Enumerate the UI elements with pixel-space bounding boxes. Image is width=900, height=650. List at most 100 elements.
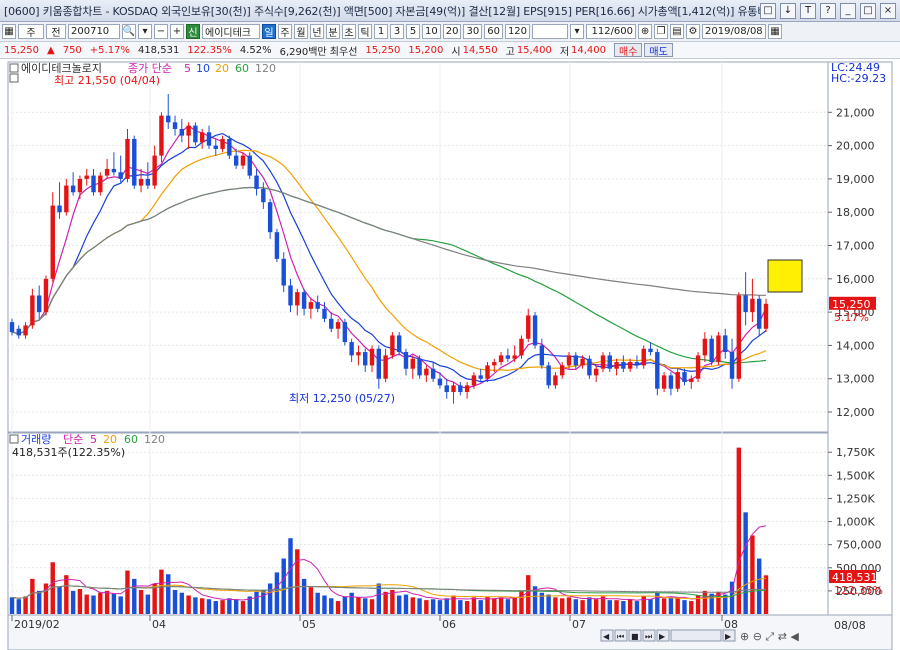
- candle-body: [213, 145, 218, 149]
- highlight-box[interactable]: [767, 259, 803, 293]
- open-label: 시: [451, 46, 461, 58]
- volume-bar: [186, 595, 191, 614]
- volume-bar: [281, 558, 286, 614]
- volume-bar: [655, 592, 660, 614]
- stock-name-field[interactable]: 에이디테크: [202, 24, 260, 39]
- change-arrow-icon: ▲: [47, 44, 55, 56]
- expand-icon[interactable]: [9, 73, 19, 83]
- date-field[interactable]: 2019/08/08: [702, 24, 767, 39]
- candle-body: [437, 378, 443, 386]
- collapse-icon[interactable]: [9, 63, 19, 73]
- interval-60[interactable]: 60: [484, 24, 503, 39]
- settings-icon[interactable]: ⚙: [686, 24, 701, 39]
- volume-bar: [356, 597, 361, 614]
- period-week[interactable]: 주: [278, 24, 292, 39]
- search-icon[interactable]: 🔍: [122, 24, 136, 39]
- restore-icon[interactable]: □: [760, 2, 776, 19]
- period-select[interactable]: 전: [46, 24, 66, 39]
- candle-body: [648, 348, 653, 353]
- volume-bar: [369, 599, 375, 614]
- minus-icon[interactable]: −: [154, 24, 168, 39]
- candle-body: [240, 155, 246, 166]
- period-day[interactable]: 일: [262, 24, 276, 39]
- save-icon[interactable]: ▤: [670, 24, 685, 39]
- crosshair-icon[interactable]: ⊕: [638, 24, 653, 39]
- candle-body: [64, 185, 69, 213]
- candle-body: [519, 338, 524, 356]
- candle-body: [464, 385, 470, 393]
- volume-bar: [315, 592, 320, 614]
- download-icon[interactable]: ↓: [780, 2, 796, 19]
- period-year[interactable]: 년: [310, 24, 324, 39]
- copy-icon[interactable]: ❐: [654, 24, 669, 39]
- interval-120[interactable]: 120: [504, 24, 531, 39]
- interval-30[interactable]: 30: [463, 24, 483, 39]
- grid-icon[interactable]: ▦: [2, 24, 16, 39]
- volume-bar: [125, 570, 130, 614]
- candle-body: [261, 188, 266, 203]
- ma-5-line: [11, 124, 767, 389]
- candle-body: [763, 303, 769, 329]
- maximize-button[interactable]: □: [860, 2, 876, 19]
- volume-bar: [43, 583, 49, 614]
- plus-icon[interactable]: +: [170, 24, 184, 39]
- collapse-icon[interactable]: [9, 434, 19, 444]
- scroll-next-button[interactable]: [722, 629, 736, 642]
- period-tick[interactable]: 틱: [358, 24, 372, 39]
- candle-body: [560, 365, 565, 376]
- stock-code-input[interactable]: 200710: [68, 24, 120, 39]
- low-price: 14,400: [571, 44, 607, 56]
- volume-bar: [458, 600, 463, 614]
- trade-amount: 6,290백만 최우선: [279, 46, 358, 58]
- quote-bar: 15,250 ▲ 750 +5.17% 418,531 122.35% 4.52…: [0, 42, 900, 59]
- buy-button[interactable]: 매수: [614, 43, 643, 58]
- stock-chart[interactable]: 21,00020,00019,00018,00017,00016,00015,0…: [0, 59, 900, 650]
- close-button[interactable]: ×: [880, 2, 896, 19]
- volume-bar: [444, 598, 449, 614]
- help-icon[interactable]: ?: [820, 2, 836, 19]
- interval-10[interactable]: 10: [422, 24, 441, 39]
- chevron-down-icon[interactable]: ▾: [138, 24, 152, 39]
- volume-bar: [77, 589, 83, 614]
- type-select[interactable]: 주: [18, 24, 44, 39]
- minimize-button[interactable]: _: [840, 2, 856, 19]
- scroll-right-button[interactable]: [656, 629, 670, 642]
- volume-bar: [560, 598, 565, 614]
- candle-body: [369, 348, 375, 366]
- candle-body: [682, 372, 687, 383]
- volume-bar: [403, 594, 409, 614]
- candle-body: [580, 358, 585, 366]
- bar-count-field[interactable]: 112/600: [586, 24, 637, 39]
- interval-3[interactable]: 3: [390, 24, 404, 39]
- volume-tick-label: 1,000K: [836, 516, 875, 529]
- interval-20[interactable]: 20: [442, 24, 462, 39]
- interval-custom[interactable]: [532, 24, 569, 39]
- scroll-end-button[interactable]: [642, 629, 656, 642]
- volume-bar: [566, 597, 572, 614]
- candle-body: [661, 375, 667, 389]
- period-month[interactable]: 월: [294, 24, 308, 39]
- candle-body: [390, 335, 395, 356]
- chevron-down-icon[interactable]: ▾: [570, 24, 585, 39]
- interval-1[interactable]: 1: [374, 24, 388, 39]
- period-second[interactable]: 초: [342, 24, 356, 39]
- scroll-bar[interactable]: [670, 629, 722, 642]
- stop-button[interactable]: [628, 629, 642, 642]
- scroll-start-button[interactable]: [614, 629, 628, 642]
- period-minute[interactable]: 분: [326, 24, 340, 39]
- interval-5[interactable]: 5: [406, 24, 420, 39]
- ma-60-label: 60: [235, 62, 249, 75]
- zoom-icons[interactable]: ⊕ ⊖ ⤢ ⇄ ◀: [740, 630, 799, 643]
- calendar-icon[interactable]: ▦: [768, 24, 783, 39]
- volume-bar: [600, 596, 606, 614]
- text-icon[interactable]: T: [800, 2, 816, 19]
- candle-body: [118, 172, 123, 179]
- candle-body: [498, 355, 504, 363]
- volume-bar: [648, 599, 653, 614]
- scroll-left-button[interactable]: [600, 629, 614, 642]
- candle-body: [281, 258, 286, 286]
- volume-bar: [668, 597, 674, 614]
- volume-bar: [539, 592, 545, 614]
- vol-ma-5-line: [11, 525, 767, 601]
- sell-button[interactable]: 매도: [644, 43, 673, 58]
